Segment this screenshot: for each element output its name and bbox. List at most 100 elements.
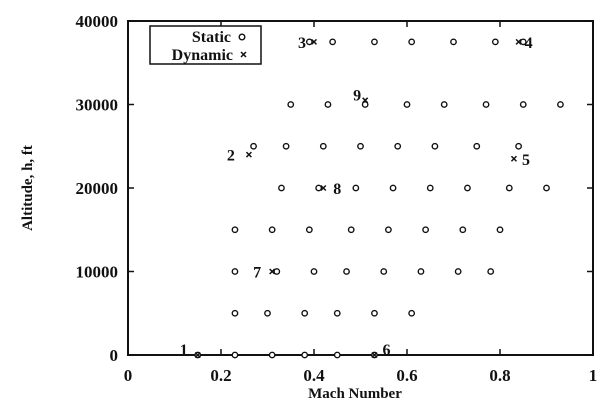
static-point: [403, 101, 411, 108]
x-tick-label: 0.6: [396, 366, 417, 385]
static-point: [333, 309, 341, 317]
y-axis-label: Altitude, h, ft: [20, 145, 36, 231]
static-point: [231, 226, 239, 234]
dynamic-point: [371, 351, 378, 359]
static-point: [371, 38, 378, 46]
static-point: [301, 309, 309, 317]
point-label: 1: [180, 342, 188, 359]
static-point: [389, 184, 397, 192]
static-point: [305, 226, 313, 234]
static-point: [431, 142, 439, 150]
static-point: [505, 184, 513, 192]
static-point: [361, 101, 369, 108]
ticks-layer: 0 0.2 0.4 0.6 0.8 1 0 10000 20000 30000 40000: [76, 12, 598, 385]
static-point: [496, 226, 504, 234]
points-layer: [194, 38, 564, 359]
point-label: 4: [525, 35, 533, 52]
static-point: [305, 38, 313, 46]
static-point: [352, 184, 360, 192]
dynamic-point: [320, 184, 327, 192]
y-tick-label: 40000: [76, 12, 119, 31]
point-label: 3: [298, 35, 306, 52]
legend-label-dynamic: Dynamic: [172, 47, 233, 64]
static-point: [264, 309, 271, 317]
static-point: [408, 38, 416, 46]
x-tick-label: 0.4: [303, 366, 325, 385]
x-tick-label: 1: [589, 366, 598, 385]
static-point: [282, 142, 290, 150]
point-label: 9: [353, 87, 361, 104]
x-axis-label: Mach Number: [308, 386, 402, 399]
static-point: [357, 142, 364, 150]
static-point: [482, 101, 490, 108]
static-point: [231, 268, 239, 275]
static-point: [231, 309, 239, 317]
plot-frame: [127, 20, 594, 356]
legend-label-static: Static: [192, 29, 231, 46]
static-point: [450, 38, 457, 46]
static-point: [440, 101, 448, 108]
static-point: [329, 38, 336, 46]
static-point: [268, 351, 276, 359]
static-point: [543, 184, 550, 192]
dynamic-point: [245, 151, 252, 158]
static-point: [380, 268, 388, 275]
static-point: [287, 101, 295, 108]
point-label: 6: [382, 342, 390, 359]
static-point: [557, 101, 564, 108]
static-point: [473, 142, 481, 150]
x-tick-label: 0.8: [489, 366, 510, 385]
point-label: 8: [333, 181, 341, 198]
y-tick-label: 30000: [76, 96, 119, 115]
x-tick-label: 0.2: [210, 366, 231, 385]
plot-area: [127, 20, 594, 356]
y-tick-label: 0: [110, 346, 119, 365]
static-point: [343, 268, 350, 275]
dynamic-point: [310, 38, 318, 45]
static-point: [384, 226, 392, 234]
static-point: [310, 268, 318, 275]
static-point: [371, 309, 378, 317]
legend: Static Dynamic: [149, 25, 262, 65]
point-label: 5: [522, 152, 530, 169]
static-point: [487, 268, 495, 275]
static-point: [301, 351, 309, 359]
dynamic-point: [510, 155, 517, 162]
static-point: [426, 184, 434, 192]
static-point: [394, 142, 402, 150]
y-tick-label: 20000: [76, 179, 119, 198]
static-point: [315, 184, 323, 192]
static-point: [519, 38, 527, 46]
static-point: [459, 226, 467, 234]
static-point: [273, 268, 281, 275]
static-point: [324, 101, 332, 108]
static-point: [422, 226, 429, 234]
static-point: [319, 142, 327, 150]
static-point: [231, 351, 239, 359]
x-tick-label: 0: [124, 366, 133, 385]
legend-marker-dynamic: [240, 51, 247, 58]
dynamic-point: [515, 38, 522, 45]
legend-box: [149, 25, 262, 65]
static-point: [333, 351, 341, 359]
point-label: 2: [227, 148, 235, 165]
static-point: [417, 268, 425, 275]
static-point: [268, 226, 276, 234]
static-point: [250, 142, 257, 150]
point-labels-layer: 1 2 3 4 5 6 7 8 9: [180, 35, 533, 359]
static-point: [408, 309, 416, 317]
dynamic-point: [362, 97, 369, 104]
static-point: [515, 142, 522, 150]
static-point: [347, 226, 355, 234]
static-point: [454, 268, 462, 275]
static-point: [491, 38, 499, 46]
static-point: [464, 184, 471, 192]
static-point: [519, 101, 527, 108]
static-point: [278, 184, 285, 192]
y-tick-label: 10000: [76, 263, 119, 282]
dynamic-point: [269, 268, 276, 275]
dynamic-point: [194, 351, 201, 359]
legend-marker-static: [238, 33, 246, 41]
point-label: 7: [253, 265, 261, 282]
